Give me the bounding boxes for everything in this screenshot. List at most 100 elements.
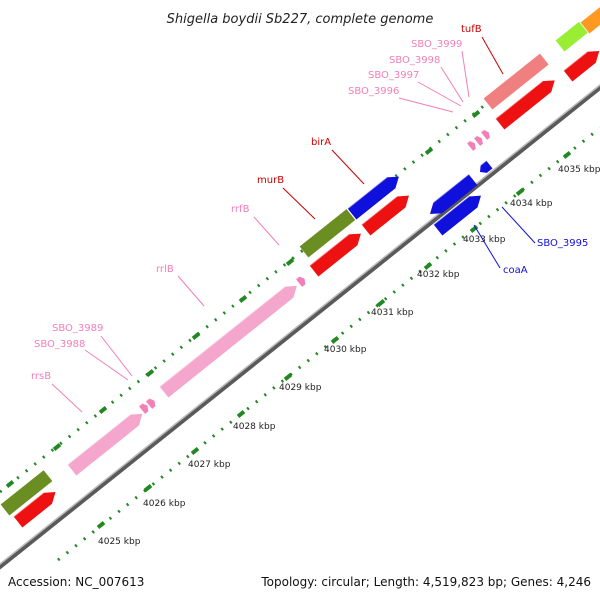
gene-label: SBO_3999 <box>411 39 462 50</box>
scale-label: 4034 kbp <box>510 199 553 209</box>
upper-tick <box>5 480 15 488</box>
SBO_3997-feature-highlight <box>473 135 478 139</box>
leader-line <box>84 349 129 381</box>
leader-line <box>473 224 501 269</box>
kbp-scale: 4025 kbp 4026 kbp 4027 kbp 4028 kbp 4029 kbp… <box>98 165 600 547</box>
tufB-feature <box>483 53 549 110</box>
cds-red-2-highlight <box>309 233 350 267</box>
cds-red-2 <box>309 233 361 277</box>
cds-red-5-highlight <box>563 51 588 72</box>
scale-label: 4025 kbp <box>98 537 141 547</box>
gene-label: rrfB <box>231 204 250 215</box>
scale-label: 4031 kbp <box>371 308 414 318</box>
SBO_3989-feature <box>145 398 156 409</box>
cds-red-3-highlight <box>361 195 398 226</box>
SBO_3995-feature <box>433 195 481 236</box>
cds-red-3 <box>361 195 409 236</box>
orange-feature <box>580 7 600 34</box>
rrfB-feature-highlight <box>295 275 300 280</box>
scale-label: 4035 kbp <box>558 165 600 175</box>
scale-tick <box>515 188 525 196</box>
blue-small-feature <box>480 160 493 173</box>
SBO_3989-feature-highlight <box>145 397 150 402</box>
leader-line <box>51 383 83 413</box>
gene-labels: rrsB SBO_3988 SBO_3989 rrlB rrfB murB birA SBO_… <box>31 24 588 382</box>
gene-features <box>0 7 600 528</box>
upper-tick <box>98 406 108 414</box>
SBO_3988-feature <box>138 403 149 414</box>
gene-label: rrsB <box>31 371 51 382</box>
scale-label: 4032 kbp <box>417 270 460 280</box>
coaA-feature <box>430 174 478 214</box>
gene-label: SBO_3996 <box>348 86 399 97</box>
tick-lines <box>0 75 600 562</box>
genome-backbone <box>0 84 600 570</box>
gene-label: murB <box>257 175 284 186</box>
blue-feature-1 <box>347 176 399 220</box>
scale-tick <box>562 151 572 159</box>
gene-label: SBO_3998 <box>389 55 440 66</box>
rrsB-feature <box>67 413 143 476</box>
leader-line <box>461 50 470 98</box>
SBO_3998-feature <box>480 129 490 140</box>
upper-tick <box>238 295 248 303</box>
lime-feature <box>555 21 588 52</box>
leader-line <box>100 335 133 377</box>
gene-label: SBO_3988 <box>34 339 85 350</box>
upper-tick <box>424 147 434 155</box>
blue-small-feature-highlight <box>476 160 487 169</box>
scale-tick <box>423 262 433 270</box>
rrlB-feature-highlight <box>159 286 286 388</box>
gene-label: SBO_3997 <box>368 70 419 81</box>
scale-label: 4033 kbp <box>463 235 506 245</box>
SBO_3988-feature-highlight <box>138 402 143 407</box>
upper-tick <box>191 332 201 340</box>
SBO_3996-feature-highlight <box>466 140 471 144</box>
gene-label: rrlB <box>156 264 174 275</box>
map-title: Shigella boydii Sb227, complete genome <box>167 12 434 27</box>
cds-red-1-highlight <box>13 492 44 518</box>
scale-label: 4029 kbp <box>279 383 322 393</box>
leader-line <box>398 97 454 113</box>
rrfB-feature <box>295 276 306 287</box>
cds-red-5 <box>563 51 600 82</box>
scale-tick <box>376 299 386 307</box>
scale-label: 4028 kbp <box>233 422 276 432</box>
SBO_3997-feature <box>473 135 483 146</box>
gene-label: SBO_3989 <box>52 323 103 334</box>
cds-red-4 <box>495 80 555 130</box>
olive-feature-2 <box>299 209 356 258</box>
accession-text: Accession: NC_007613 <box>8 575 144 589</box>
leader-line <box>177 275 205 307</box>
scale-label: 4030 kbp <box>324 345 367 355</box>
gene-label: tufB <box>461 24 482 35</box>
blue-feature-1-highlight <box>347 176 388 210</box>
SBO_3995-feature-highlight <box>433 195 470 226</box>
scale-tick <box>143 484 153 492</box>
leader-line <box>331 149 365 185</box>
leader-line <box>440 66 464 103</box>
SBO_3998-feature-highlight <box>480 129 485 133</box>
label-leader-lines <box>51 36 536 413</box>
gene-label: coaA <box>503 265 528 276</box>
SBO_3996-feature <box>466 140 476 151</box>
scale-label: 4027 kbp <box>188 460 231 470</box>
scale-label: 4026 kbp <box>143 499 186 509</box>
upper-tick-line <box>0 75 521 494</box>
scale-tick <box>330 336 340 344</box>
gene-label: SBO_3995 <box>537 238 588 249</box>
cds-red-1 <box>13 492 56 528</box>
leader-line <box>501 206 536 244</box>
scale-tick <box>236 410 246 418</box>
leader-line <box>417 81 462 107</box>
rrsB-feature-highlight <box>67 414 131 466</box>
scale-tick <box>96 521 106 529</box>
upper-tick <box>145 369 155 377</box>
leader-line <box>481 36 504 75</box>
topology-text: Topology: circular; Length: 4,519,823 bp… <box>260 575 591 589</box>
scale-tick <box>190 447 200 455</box>
leader-line <box>253 216 280 246</box>
upper-tick <box>285 258 295 266</box>
upper-tick <box>52 443 62 451</box>
